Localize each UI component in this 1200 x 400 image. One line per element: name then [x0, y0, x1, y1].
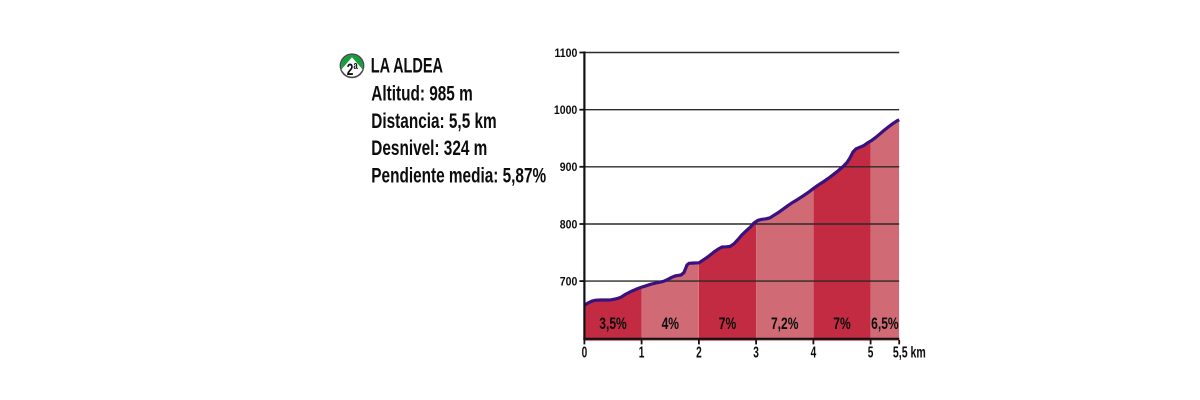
svg-text:1: 1: [639, 343, 645, 361]
svg-text:6,5%: 6,5%: [871, 315, 899, 333]
svg-text:Pendiente media: 5,87%: Pendiente media: 5,87%: [371, 163, 546, 187]
svg-text:3,5%: 3,5%: [599, 315, 627, 333]
svg-text:7,2%: 7,2%: [771, 315, 799, 333]
svg-text:7%: 7%: [719, 315, 737, 333]
svg-text:2ª: 2ª: [347, 61, 358, 80]
svg-text:0: 0: [582, 343, 588, 361]
svg-text:900: 900: [560, 162, 578, 175]
svg-text:Desnivel: 324 m: Desnivel: 324 m: [371, 136, 487, 160]
svg-text:4%: 4%: [662, 315, 680, 333]
svg-text:4: 4: [811, 343, 817, 361]
svg-text:Distancia: 5,5 km: Distancia: 5,5 km: [371, 108, 496, 132]
svg-text:1100: 1100: [554, 47, 577, 60]
svg-text:5: 5: [868, 343, 874, 361]
svg-text:7%: 7%: [833, 315, 851, 333]
svg-text:800: 800: [560, 219, 578, 232]
svg-text:700: 700: [560, 276, 578, 289]
svg-text:1000: 1000: [554, 104, 577, 117]
svg-text:LA ALDEA: LA ALDEA: [371, 53, 443, 78]
svg-text:3: 3: [753, 343, 759, 361]
svg-text:Altitud: 985 m: Altitud: 985 m: [371, 81, 472, 105]
svg-text:2: 2: [696, 343, 702, 361]
svg-text:5,5 km: 5,5 km: [893, 343, 926, 361]
